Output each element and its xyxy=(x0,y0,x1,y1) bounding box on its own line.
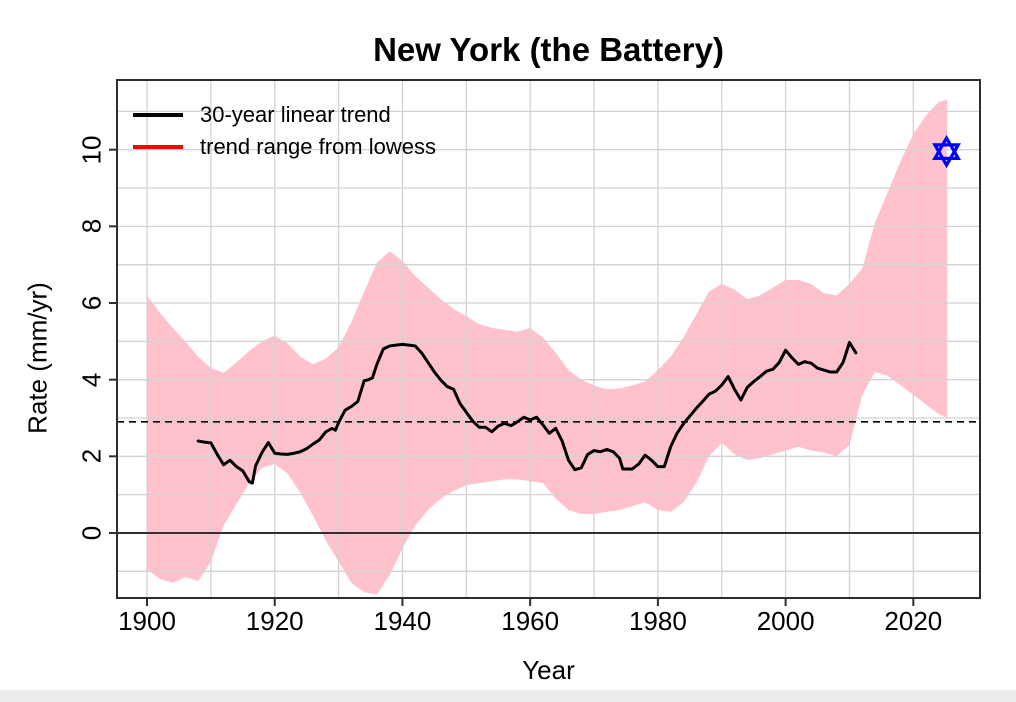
marker-layer xyxy=(932,134,961,169)
star-of-david-marker xyxy=(932,143,961,169)
legend-label: 30-year linear trend xyxy=(200,102,391,127)
trend-polyline xyxy=(196,340,858,485)
trend-line-layer xyxy=(196,340,858,485)
x-tick-label-1900: 1900 xyxy=(118,606,176,636)
y-tick-label-2: 2 xyxy=(76,449,107,464)
x-tick-label-2000: 2000 xyxy=(756,606,815,636)
x-tick-label-1940: 1940 xyxy=(373,606,432,636)
x-axis-title: Year xyxy=(522,655,575,685)
legend-item-linear-trend: 30-year linear trend xyxy=(133,99,436,131)
y-tick-label-6: 6 xyxy=(76,295,107,311)
x-tick-label-1960: 1960 xyxy=(501,606,560,636)
grid-layer xyxy=(117,80,980,598)
trend-line-swatch xyxy=(133,113,183,117)
axes-layer xyxy=(109,79,981,606)
y-tick-label-4: 4 xyxy=(76,372,107,387)
x-tick-label-1920: 1920 xyxy=(245,606,304,636)
window-edge-strip xyxy=(0,690,1016,702)
y-axis-title: Rate (mm/yr) xyxy=(22,282,53,434)
legend-item-lowess-range: trend range from lowess xyxy=(133,131,436,163)
y-tick-label-0: 0 xyxy=(76,525,107,541)
plot-box xyxy=(116,79,981,599)
lowess-range-swatch xyxy=(133,145,183,149)
y-tick-label-8: 8 xyxy=(76,219,107,234)
x-tick-label-2020: 2020 xyxy=(884,606,943,636)
x-tick-label-1980: 1980 xyxy=(628,606,687,636)
reference-line-layer xyxy=(117,421,980,534)
star-of-david-marker xyxy=(932,134,961,160)
chart-title: New York (the Battery) xyxy=(373,31,724,68)
lowess-range-band xyxy=(147,99,948,595)
band-layer xyxy=(147,99,948,595)
y-tick-label-10: 10 xyxy=(76,135,107,165)
legend: 30-year linear trend trend range from lo… xyxy=(133,99,436,163)
legend-label: trend range from lowess xyxy=(200,134,436,159)
